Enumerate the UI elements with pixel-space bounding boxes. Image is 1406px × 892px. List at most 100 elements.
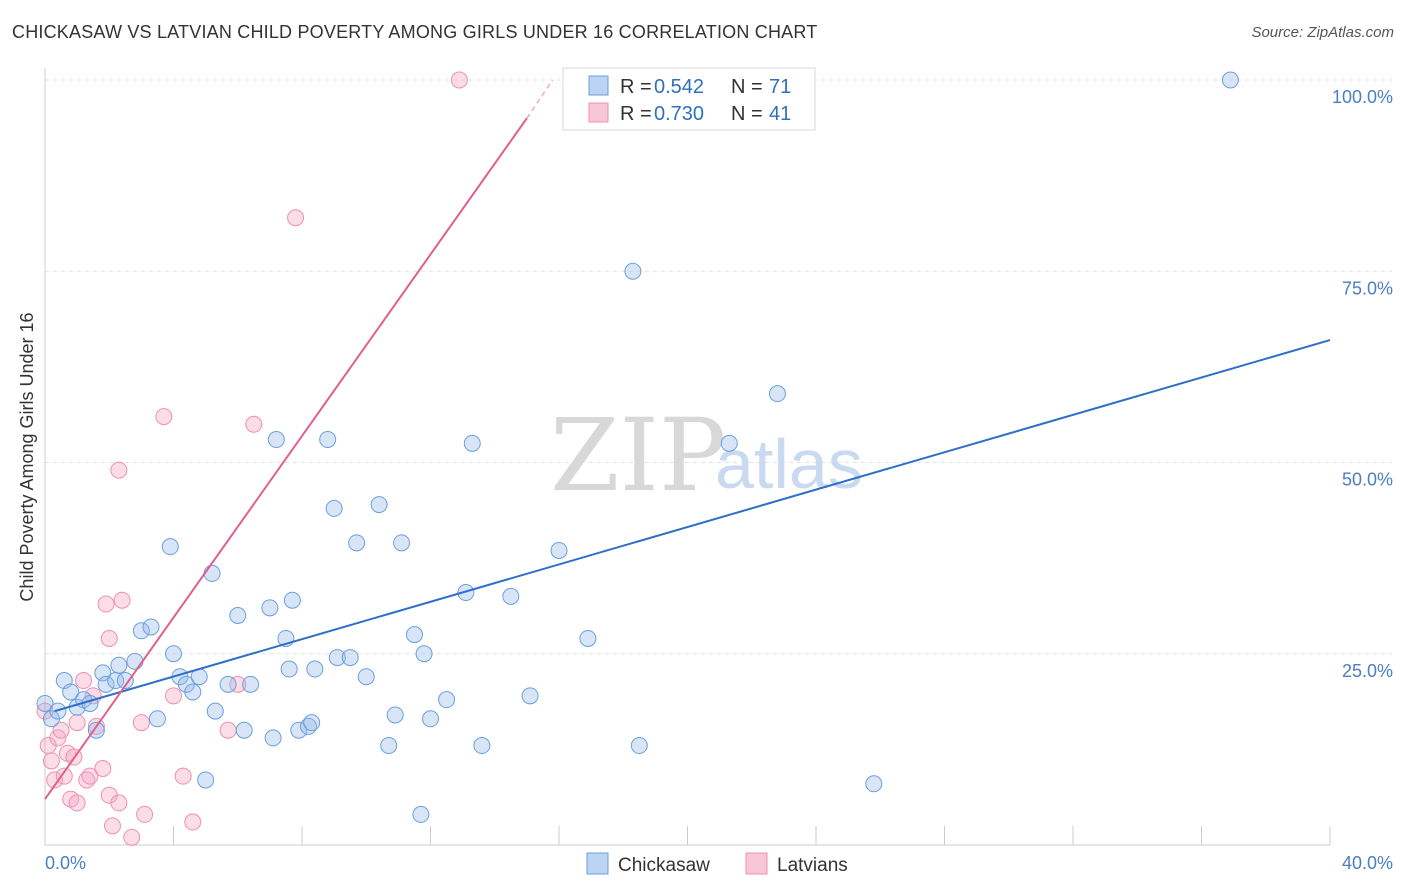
bottom-legend-swatch-latvians bbox=[745, 852, 768, 875]
latvians-point bbox=[113, 591, 131, 609]
chickasaw-point bbox=[630, 737, 648, 755]
chickasaw-point bbox=[261, 599, 279, 617]
chickasaw-point bbox=[457, 584, 475, 602]
latvians-point bbox=[229, 675, 247, 693]
latvians-point bbox=[136, 805, 154, 823]
legend-r-value-2: 0.730 bbox=[654, 103, 704, 125]
bottom-legend: Chickasaw Latvians bbox=[586, 852, 848, 876]
latvians-points bbox=[36, 71, 468, 846]
latvians-point bbox=[97, 595, 115, 613]
chickasaw-point bbox=[303, 714, 321, 732]
bottom-legend-latvians: Latvians bbox=[777, 855, 848, 876]
chickasaw-point bbox=[624, 262, 642, 280]
chickasaw-point bbox=[206, 702, 224, 720]
legend-n-label-1: N = bbox=[731, 76, 763, 98]
latvians-point bbox=[52, 721, 70, 739]
chickasaw-point bbox=[110, 656, 128, 674]
chickasaw-point bbox=[380, 737, 398, 755]
latvians-point bbox=[55, 767, 73, 785]
source-label: Source: ZipAtlas.com bbox=[1251, 24, 1394, 41]
y-tick-label-1: 50.0% bbox=[1342, 470, 1393, 490]
latvians-point bbox=[123, 828, 141, 846]
chickasaw-point bbox=[720, 434, 738, 452]
latvians-point bbox=[165, 687, 182, 705]
latvians-point bbox=[103, 817, 121, 835]
trend-lines bbox=[44, 79, 1331, 800]
watermark-atlas: atlas bbox=[715, 425, 863, 503]
chickasaw-point bbox=[280, 660, 298, 678]
chickasaw-point bbox=[405, 626, 423, 644]
chickasaw-point bbox=[768, 385, 786, 403]
chickasaw-point bbox=[235, 721, 253, 739]
chickasaw-point bbox=[415, 645, 433, 663]
chickasaw-point bbox=[116, 672, 134, 690]
legend-n-value-1: 71 bbox=[769, 76, 791, 98]
tick-labels: 25.0% 50.0% 75.0% 100.0% 0.0% 40.0% bbox=[45, 87, 1393, 873]
legend-n-value-2: 41 bbox=[769, 103, 791, 125]
chickasaw-point bbox=[132, 622, 150, 640]
chickasaw-point bbox=[219, 675, 237, 693]
y-tick-label-2: 75.0% bbox=[1342, 278, 1393, 298]
chickasaw-point bbox=[283, 591, 301, 609]
chickasaw-point bbox=[306, 660, 324, 678]
chickasaw-point bbox=[370, 496, 388, 514]
chickasaw-point bbox=[386, 706, 404, 724]
bottom-legend-swatch-chickasaw bbox=[586, 852, 609, 875]
chickasaw-point bbox=[184, 683, 202, 701]
legend: R = 0.542 N = 71 R = 0.730 N = 41 bbox=[562, 67, 816, 131]
chickasaw-point bbox=[412, 805, 430, 823]
chickasaw-point bbox=[341, 649, 359, 667]
latvians-point bbox=[184, 813, 202, 831]
latvians-point bbox=[155, 408, 173, 426]
latvians-point bbox=[68, 714, 86, 732]
chickasaw-point bbox=[328, 649, 346, 667]
latvians-point bbox=[110, 461, 128, 479]
grid-lines bbox=[45, 79, 1392, 655]
x-tick-label-0: 0.0% bbox=[45, 853, 86, 873]
latvians-trend-extension bbox=[526, 79, 554, 119]
latvians-point bbox=[245, 415, 263, 433]
x-tick-label-1: 40.0% bbox=[1342, 853, 1393, 873]
latvians-trend-line bbox=[44, 117, 528, 800]
chickasaw-point bbox=[36, 694, 54, 712]
legend-r-label-1: R = bbox=[620, 76, 652, 98]
latvians-point bbox=[42, 752, 60, 770]
latvians-point bbox=[132, 714, 150, 732]
axes bbox=[44, 68, 1331, 846]
chickasaw-point bbox=[290, 721, 308, 739]
chickasaw-points bbox=[36, 71, 1239, 823]
latvians-point bbox=[75, 672, 93, 690]
legend-n-label-2: N = bbox=[731, 103, 763, 125]
latvians-point bbox=[94, 760, 112, 777]
latvians-point bbox=[68, 794, 86, 812]
latvians-point bbox=[100, 629, 118, 647]
chickasaw-point bbox=[197, 771, 215, 789]
latvians-point bbox=[81, 767, 99, 785]
chickasaw-point bbox=[348, 534, 366, 552]
chickasaw-point bbox=[264, 729, 282, 747]
bottom-legend-chickasaw: Chickasaw bbox=[618, 855, 710, 876]
chickasaw-point bbox=[521, 687, 539, 705]
latvians-point bbox=[450, 71, 468, 89]
chickasaw-point bbox=[579, 629, 597, 647]
chickasaw-point bbox=[1221, 71, 1239, 89]
latvians-point bbox=[46, 771, 64, 789]
latvians-point bbox=[287, 209, 305, 227]
chickasaw-point bbox=[142, 618, 160, 636]
chickasaw-point bbox=[267, 431, 285, 449]
chickasaw-point bbox=[319, 431, 337, 449]
chart-title: CHICKASAW VS LATVIAN CHILD POVERTY AMONG… bbox=[12, 22, 818, 42]
y-tick-label-3: 100.0% bbox=[1332, 87, 1393, 107]
chickasaw-point bbox=[473, 737, 491, 755]
chickasaw-point bbox=[126, 652, 144, 670]
legend-swatch-latvians bbox=[588, 102, 609, 123]
chickasaw-point bbox=[161, 538, 179, 556]
y-tick-label-0: 25.0% bbox=[1342, 661, 1393, 681]
chickasaw-point bbox=[438, 691, 456, 709]
chickasaw-point bbox=[229, 607, 247, 624]
chickasaw-point bbox=[422, 710, 439, 728]
chickasaw-point bbox=[242, 675, 260, 693]
chickasaw-point bbox=[62, 683, 80, 701]
chickasaw-point bbox=[203, 564, 221, 582]
